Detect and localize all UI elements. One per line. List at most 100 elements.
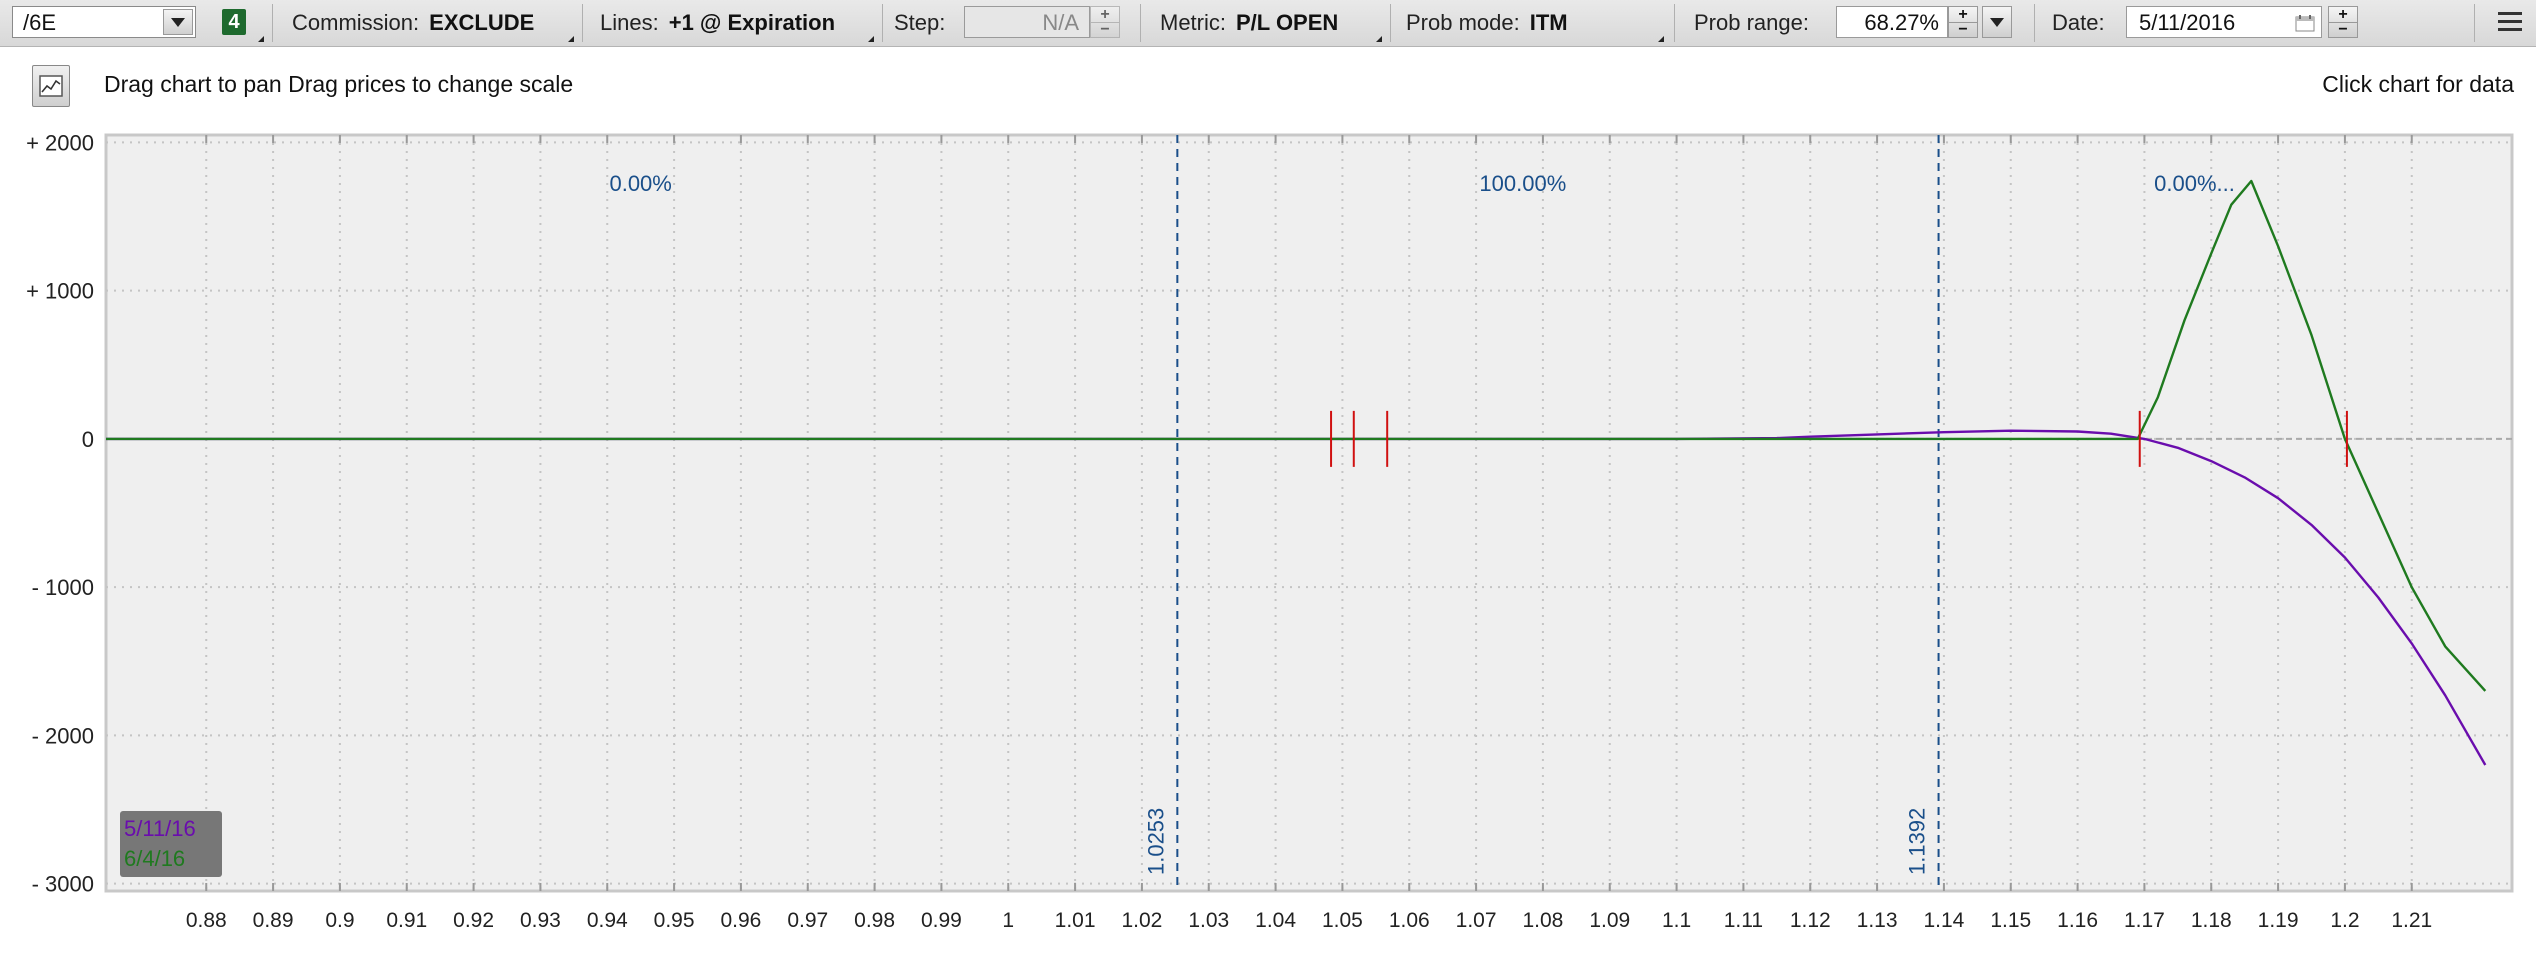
legend-entry: 5/11/16 (124, 816, 196, 841)
date-input[interactable]: 5/11/2016 (2126, 6, 2322, 38)
separator (272, 4, 273, 42)
x-tick-label: 0.9 (325, 909, 354, 932)
menu-icon[interactable] (2498, 12, 2522, 32)
x-tick-label: 1.1 (1662, 909, 1691, 932)
toolbar: /6E 4 Commission: EXCLUDE Lines: +1 @ Ex… (0, 0, 2536, 47)
x-tick-label: 1.05 (1322, 909, 1363, 932)
prob-region-label: 100.00% (1479, 171, 1566, 196)
x-tick-label: 0.91 (386, 909, 427, 932)
x-tick-label: 0.92 (453, 909, 494, 932)
risk-profile-chart[interactable]: + 2000 + 1000 0 - 1000 - 2000 - 3000 0.88 0.89 0… (0, 125, 2536, 948)
step-label: Step: (894, 10, 946, 35)
commission-control[interactable]: Commission: EXCLUDE (292, 0, 534, 46)
date-stepper[interactable]: + − (2328, 6, 2358, 38)
step-label-wrap: Step: (894, 0, 945, 46)
commission-menu-icon[interactable] (568, 36, 574, 42)
badge-menu-icon[interactable] (258, 36, 264, 42)
series-line-5-11-16 (106, 429, 2487, 766)
separator (882, 4, 883, 42)
date-label: Date: (2052, 10, 2105, 35)
link-group-badge[interactable]: 4 (222, 9, 246, 35)
separator (2034, 4, 2035, 42)
x-tick-label: 1.12 (1790, 909, 1831, 932)
symbol-dropdown-button[interactable] (163, 9, 193, 35)
x-tick-label: 1.09 (1589, 909, 1630, 932)
prob-region-label: 0.00%... (2154, 171, 2235, 196)
drag-hint-text: Drag chart to pan Drag prices to change … (104, 71, 574, 97)
x-tick-label: 1.01 (1055, 909, 1096, 932)
prob-range-stepper[interactable]: + − (1948, 6, 1978, 38)
series-line-6-4-16 (106, 179, 2487, 692)
y-tick-label: 0 (82, 427, 94, 452)
commission-label: Commission: (292, 10, 420, 35)
hint-bar: Drag chart to pan Drag prices to change … (0, 47, 2536, 125)
x-tick-label: 1.06 (1389, 909, 1430, 932)
x-tick-label: 1.13 (1857, 909, 1898, 932)
prob-mode-value: ITM (1529, 10, 1568, 35)
legend-entry: 6/4/16 (124, 846, 185, 871)
lines-label: Lines: (600, 10, 659, 35)
prob-range-label-wrap: Prob range: (1694, 0, 1809, 46)
prob-region-label: 0.00% (609, 171, 671, 196)
separator (1140, 4, 1141, 42)
metric-control[interactable]: Metric: P/L OPEN (1160, 0, 1338, 46)
chart-settings-button[interactable] (32, 65, 70, 107)
x-tick-label: 1.15 (1990, 909, 2031, 932)
step-input[interactable]: N/A (964, 6, 1090, 38)
x-tick-label: 1.07 (1456, 909, 1497, 932)
x-tick-label: 0.93 (520, 909, 561, 932)
prob-range-label: Prob range: (1694, 10, 1809, 35)
metric-label: Metric: (1160, 10, 1226, 35)
x-tick-label: 1.18 (2191, 909, 2232, 932)
legend-box (120, 811, 222, 877)
symbol-select[interactable]: /6E (12, 6, 196, 38)
chevron-down-icon (1990, 18, 2004, 27)
x-tick-label: 0.88 (186, 909, 227, 932)
x-tick-label: 1.17 (2124, 909, 2165, 932)
prob-range-dropdown[interactable] (1982, 6, 2012, 38)
date-label-wrap: Date: (2052, 0, 2105, 46)
separator (2474, 4, 2475, 42)
x-tick-label: 1.04 (1255, 909, 1296, 932)
plus-icon[interactable]: + (2329, 7, 2357, 23)
minus-icon[interactable]: − (1100, 21, 1110, 38)
prob-boundary-label: 1.1392 (1905, 808, 1930, 875)
prob-mode-menu-icon[interactable] (1658, 36, 1664, 42)
y-tick-label: - 2000 (32, 723, 94, 748)
separator (582, 4, 583, 42)
prob-range-input[interactable]: 68.27% (1836, 6, 1948, 38)
y-tick-label: - 1000 (32, 575, 94, 600)
minus-icon[interactable]: − (1958, 21, 1968, 38)
metric-value: P/L OPEN (1236, 10, 1339, 35)
metric-menu-icon[interactable] (1376, 36, 1382, 42)
x-tick-label: 0.97 (787, 909, 828, 932)
x-tick-label: 0.94 (587, 909, 628, 932)
prob-range-value: 68.27% (1864, 10, 1939, 35)
x-tick-label: 1.21 (2391, 909, 2432, 932)
x-tick-label: 1.08 (1522, 909, 1563, 932)
plot-area[interactable] (104, 133, 2514, 893)
prob-boundary-label: 1.0253 (1143, 808, 1168, 875)
plus-icon[interactable]: + (1091, 7, 1119, 23)
step-stepper[interactable]: + − (1090, 6, 1120, 38)
x-tick-label: 1.16 (2057, 909, 2098, 932)
x-tick-label: 0.98 (854, 909, 895, 932)
calendar-icon[interactable] (2295, 14, 2315, 32)
x-tick-label: 1 (1002, 909, 1014, 932)
lines-value: +1 @ Expiration (668, 10, 836, 35)
chart-canvas[interactable]: + 2000 + 1000 0 - 1000 - 2000 - 3000 0.88 0.89 0… (0, 125, 2536, 948)
plus-icon[interactable]: + (1949, 7, 1977, 23)
click-hint-text: Click chart for data (2322, 71, 2514, 97)
prob-mode-label: Prob mode: (1406, 10, 1520, 35)
x-tick-label: 0.99 (921, 909, 962, 932)
x-tick-label: 1.2 (2330, 909, 2359, 932)
x-tick-label: 1.14 (1923, 909, 1964, 932)
x-tick-label: 1.19 (2258, 909, 2299, 932)
minus-icon[interactable]: − (2338, 21, 2348, 38)
x-tick-label: 1.03 (1188, 909, 1229, 932)
lines-menu-icon[interactable] (868, 36, 874, 42)
lines-control[interactable]: Lines: +1 @ Expiration (600, 0, 835, 46)
step-value: N/A (1042, 10, 1079, 35)
prob-mode-control[interactable]: Prob mode: ITM (1406, 0, 1568, 46)
y-tick-label: + 2000 (26, 130, 94, 155)
